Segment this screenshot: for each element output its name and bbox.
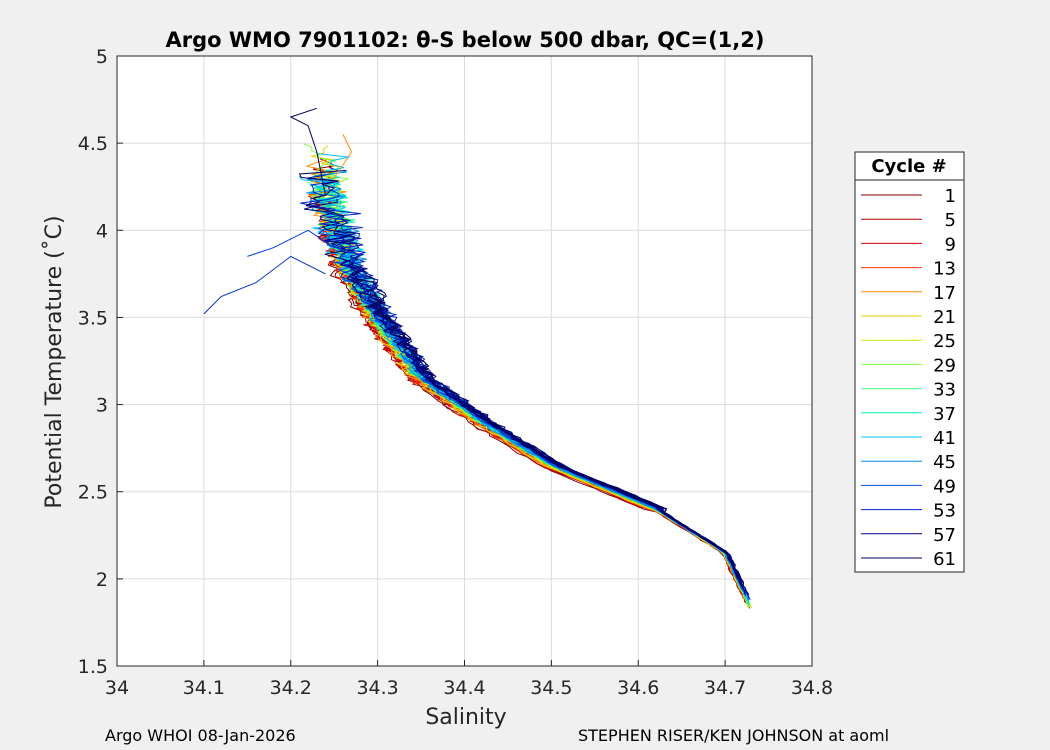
- y-tick-label: 2.5: [78, 482, 108, 504]
- legend-label: 1: [945, 186, 956, 207]
- legend-label: 29: [933, 355, 956, 376]
- x-tick-label: 34.8: [791, 677, 833, 699]
- legend-label: 49: [933, 476, 956, 497]
- y-tick-label: 3: [96, 395, 108, 417]
- x-tick-label: 34.7: [704, 677, 746, 699]
- legend-items: 1 5 9 13 17 21 25 29 33 37 41 45 49 53 57 61: [861, 186, 956, 570]
- legend-label: 37: [933, 404, 956, 425]
- cycle-profile-line: [289, 107, 326, 196]
- x-tick-label: 34.2: [270, 677, 312, 699]
- legend-label: 57: [933, 525, 956, 546]
- legend: Cycle # 1 5 9 13 17 21 25 29 33 37 41 45 49 53 57 61: [854, 151, 965, 573]
- cycle-profile-line: [203, 255, 326, 315]
- cycle-profile-line: [352, 267, 745, 586]
- x-tick-label: 34.6: [617, 677, 659, 699]
- legend-title: Cycle #: [871, 156, 946, 177]
- footer-right: STEPHEN RISER/KEN JOHNSON at aoml: [578, 726, 889, 745]
- footer-left: Argo WHOI 08-Jan-2026: [105, 726, 296, 745]
- legend-label: 33: [933, 380, 956, 401]
- x-tick-label: 34.4: [443, 677, 485, 699]
- legend-label: 45: [933, 452, 956, 473]
- y-tick-label: 1.5: [78, 656, 108, 678]
- legend-label: 13: [933, 259, 956, 280]
- y-axis-label: Potential Temperature (˚C): [42, 215, 67, 508]
- legend-label: 41: [933, 428, 956, 449]
- y-tick-label: 4: [96, 220, 108, 242]
- legend-label: 17: [933, 283, 956, 304]
- cycle-profile-line: [333, 134, 353, 179]
- legend-label: 61: [933, 549, 956, 570]
- y-tick-label: 5: [96, 46, 108, 68]
- legend-label: 25: [933, 331, 956, 352]
- data-series: [203, 107, 753, 609]
- y-axis-ticks: 1.5 2 2.5 3 3.5 4 4.5 5: [78, 46, 123, 678]
- legend-label: 9: [945, 234, 956, 255]
- x-tick-label: 34: [105, 677, 129, 699]
- legend-label: 21: [933, 307, 956, 328]
- legend-label: 5: [945, 210, 956, 231]
- x-axis-label: Salinity: [425, 705, 506, 730]
- cycle-profile-line: [247, 229, 335, 257]
- legend-label: 53: [933, 501, 956, 522]
- legend-box: [854, 151, 965, 573]
- y-tick-label: 4.5: [78, 133, 108, 155]
- grid: [117, 56, 812, 666]
- y-tick-label: 3.5: [78, 307, 108, 329]
- x-tick-label: 34.5: [530, 677, 572, 699]
- x-tick-label: 34.1: [183, 677, 225, 699]
- chart-title: Argo WMO 7901102: θ-S below 500 dbar, QC…: [166, 28, 765, 52]
- y-tick-label: 2: [96, 569, 108, 591]
- x-axis-ticks: 34 34.1 34.2 34.3 34.4 34.5 34.6 34.7 34.8: [105, 660, 833, 699]
- x-tick-label: 34.3: [356, 677, 398, 699]
